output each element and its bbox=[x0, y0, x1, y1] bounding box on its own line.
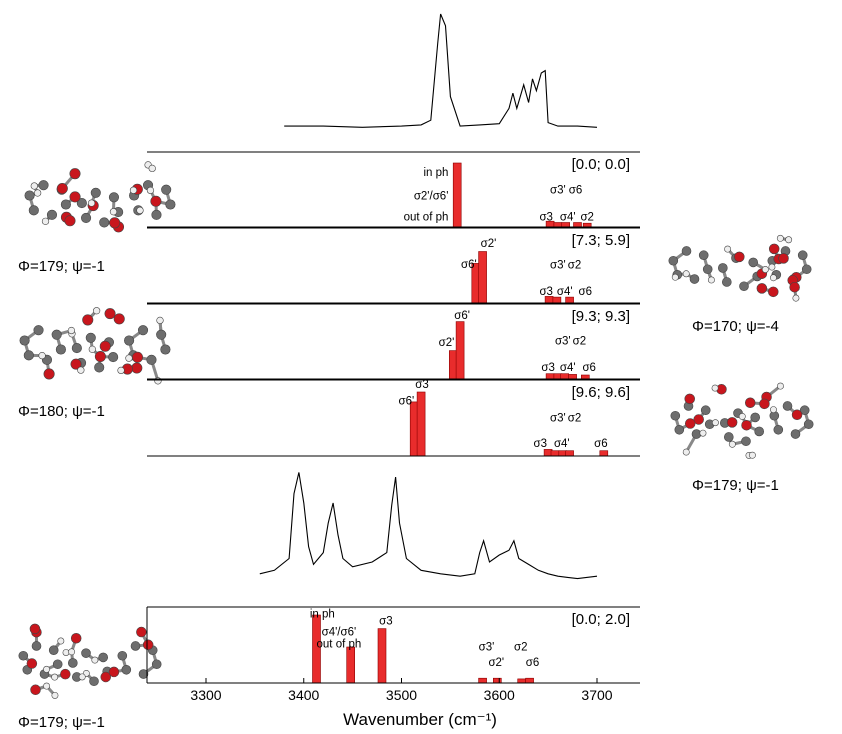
x-tick-label: 3600 bbox=[484, 687, 515, 703]
bar-label: σ2 bbox=[580, 212, 594, 224]
bar-label: σ3' bbox=[555, 336, 571, 348]
bar-label: σ6 bbox=[582, 362, 596, 374]
bar bbox=[582, 222, 592, 228]
panel-annotation: [7.3; 5.9] bbox=[572, 232, 630, 249]
bar bbox=[550, 450, 560, 457]
bar bbox=[452, 162, 462, 228]
molecule-model-2 bbox=[19, 307, 171, 385]
molecule-label-4: Φ=179; ψ=-1 bbox=[692, 477, 779, 494]
molecule-icons bbox=[18, 161, 814, 699]
bar bbox=[599, 450, 609, 457]
bar-label: σ3 bbox=[539, 212, 553, 224]
bar-label: σ3 bbox=[541, 362, 555, 374]
bar bbox=[525, 677, 534, 684]
bar bbox=[565, 450, 574, 457]
bar-label: σ2 bbox=[514, 641, 528, 653]
bar bbox=[517, 678, 527, 684]
bar-label: in ph bbox=[310, 609, 335, 621]
x-tick-label: 3300 bbox=[190, 687, 221, 703]
bar bbox=[478, 251, 487, 304]
molecule-label-3: Φ=170; ψ=-4 bbox=[692, 318, 779, 335]
bar-label: σ4' bbox=[557, 286, 573, 298]
panel-annotation: [9.6; 9.6] bbox=[572, 384, 630, 401]
bar bbox=[416, 391, 426, 457]
bar-label: σ3' bbox=[550, 413, 566, 425]
bar-label: σ4' bbox=[560, 362, 576, 374]
bar-label: σ2 bbox=[573, 336, 587, 348]
x-axis: Wavenumber (cm⁻¹) 3300 3400 3500 3600 3700 bbox=[146, 607, 613, 729]
x-axis-label: Wavenumber (cm⁻¹) bbox=[343, 710, 497, 729]
bar-label: σ3 bbox=[539, 286, 553, 298]
panel-annotation: [9.3; 9.3] bbox=[572, 308, 630, 325]
bar bbox=[560, 373, 570, 380]
molecule-label-1: Φ=179; ψ=-1 bbox=[18, 258, 105, 275]
bar-label: σ6' bbox=[454, 310, 470, 322]
molecule-model-3 bbox=[668, 234, 812, 302]
bar bbox=[478, 677, 487, 684]
bar bbox=[377, 628, 387, 684]
bar-label: σ3 bbox=[534, 438, 548, 450]
bar-label: σ6 bbox=[569, 185, 583, 197]
molecule-model-5 bbox=[18, 623, 162, 699]
molecule-label-2: Φ=180; ψ=-1 bbox=[18, 403, 105, 420]
panel-1 bbox=[284, 13, 598, 128]
panel-7: in ph σ4'/σ6'out of ph σ3 σ3' σ2' σ2 σ6 [0.0; 2… bbox=[147, 606, 640, 684]
bar-label: σ3' bbox=[550, 185, 566, 197]
bar-label: σ6' bbox=[399, 396, 415, 408]
bar-label: σ2'/σ6' bbox=[414, 191, 449, 203]
spectrum-line bbox=[284, 13, 598, 128]
bar-label: σ6' bbox=[461, 259, 477, 271]
panel-2: in ph σ2'/σ6' out of ph σ3' σ6 σ3 σ4' σ2 [0.0; 0… bbox=[147, 151, 640, 228]
bar bbox=[455, 321, 465, 380]
bar-label: σ2' bbox=[481, 238, 497, 250]
bar-label: σ4' bbox=[554, 438, 570, 450]
molecule-label-5: Φ=179; ψ=-1 bbox=[18, 714, 105, 731]
bar bbox=[580, 374, 590, 380]
bar-label: out of ph bbox=[404, 212, 449, 224]
bar bbox=[492, 677, 502, 684]
panel-6 bbox=[259, 472, 598, 580]
bar bbox=[545, 373, 555, 380]
x-tick-label: 3700 bbox=[581, 687, 612, 703]
bar-label: σ2 bbox=[568, 413, 582, 425]
bar-label: σ6 bbox=[579, 286, 593, 298]
spectrum-line bbox=[259, 472, 598, 580]
panel-3: σ6' σ2' σ3' σ2 σ3 σ4' σ6 [7.3; 5.9] bbox=[147, 227, 640, 304]
x-tick-label: 3400 bbox=[288, 687, 319, 703]
bar-label: σ6 bbox=[526, 657, 540, 669]
panel-annotation: [0.0; 0.0] bbox=[572, 156, 630, 173]
bar-label: σ2' bbox=[488, 657, 504, 669]
bar-label: σ2 bbox=[568, 260, 582, 272]
bar-label: σ4' bbox=[560, 212, 576, 224]
panel-4: σ6' σ2' σ3' σ2 σ3 σ4' σ6 [9.3; 9.3] bbox=[147, 303, 640, 380]
panel-annotation: [0.0; 2.0] bbox=[572, 611, 630, 628]
bar bbox=[568, 374, 577, 380]
molecule-model-1 bbox=[24, 161, 176, 233]
x-tick-label: 3500 bbox=[386, 687, 417, 703]
bar-label: in ph bbox=[423, 167, 448, 179]
bar-label: σ2' bbox=[439, 337, 455, 349]
bar-label: σ6 bbox=[594, 438, 608, 450]
bar-label: σ4'/σ6' bbox=[322, 626, 357, 638]
bar-label: σ3 bbox=[415, 379, 429, 391]
bar-label: out of ph bbox=[317, 639, 362, 651]
bar-label: σ3' bbox=[550, 260, 566, 272]
bar-label: σ3' bbox=[479, 641, 495, 653]
bar bbox=[346, 646, 356, 684]
molecule-model-4 bbox=[670, 382, 814, 459]
bar-label: σ3 bbox=[379, 616, 393, 628]
